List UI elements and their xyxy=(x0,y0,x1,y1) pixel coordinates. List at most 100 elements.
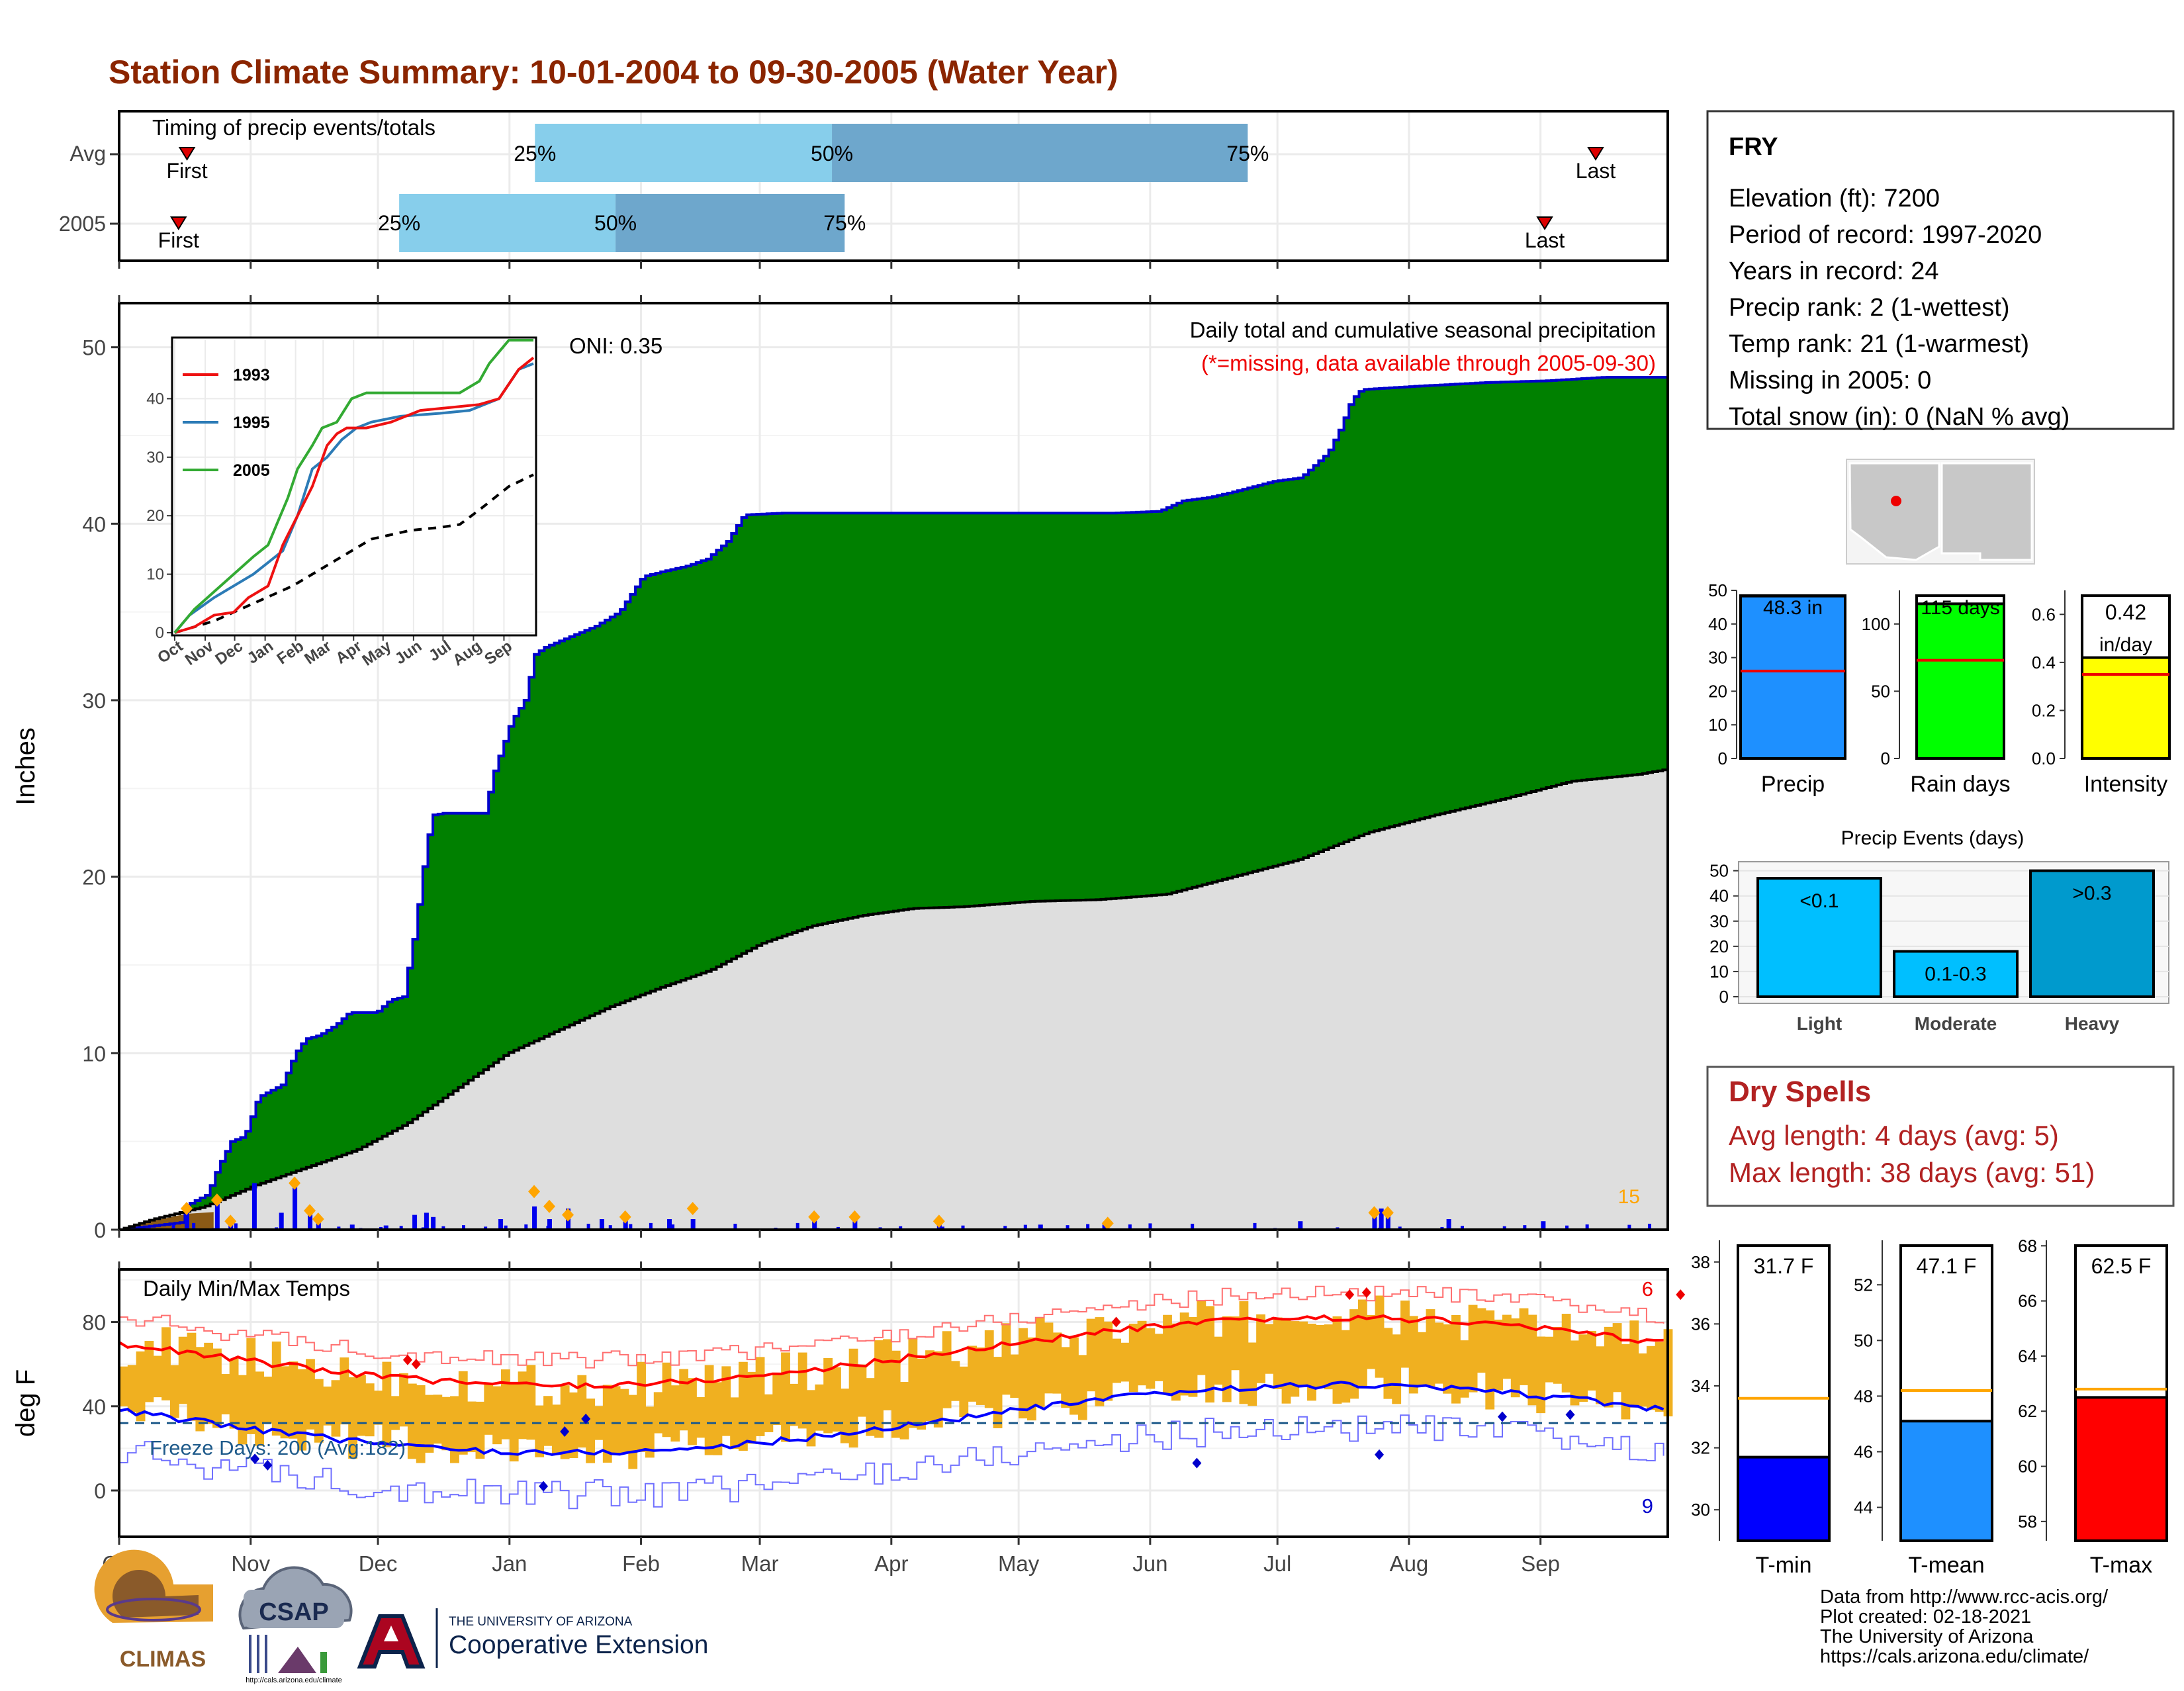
daily-precip-bar xyxy=(608,1225,612,1230)
daily-temp-range-bar xyxy=(1298,1321,1308,1387)
daily-temp-range-bar xyxy=(1366,1314,1376,1369)
daily-precip-bar xyxy=(1148,1223,1152,1230)
timing-p50-label: 50% xyxy=(811,142,853,165)
month-label: Feb xyxy=(622,1551,660,1576)
daily-temp-range-bar xyxy=(772,1373,782,1426)
daily-temp-range-bar xyxy=(500,1369,510,1440)
heavy-day-marker xyxy=(619,1210,631,1224)
footer-line: Data from http://www.rcc-acis.org/ xyxy=(1820,1586,2109,1608)
timing-last-marker xyxy=(1536,216,1553,230)
inset-y-tick-label: 20 xyxy=(146,507,164,525)
daily-temp-range-bar xyxy=(959,1366,969,1418)
month-label: Sep xyxy=(1521,1551,1560,1576)
daily-precip-bar xyxy=(234,1223,238,1230)
daily-temp-range-bar xyxy=(1392,1334,1402,1404)
temp-y-tick-label: 80 xyxy=(82,1311,106,1335)
daily-temp-range-bar xyxy=(874,1340,884,1438)
station-line: Period of record: 1997-2020 xyxy=(1729,221,2042,249)
daily-temp-range-bar xyxy=(1290,1321,1300,1397)
avg-max-temp-line xyxy=(118,1314,1664,1390)
daily-temp-range-bar xyxy=(416,1385,426,1463)
daily-temp-range-bar xyxy=(1171,1323,1181,1401)
daily-temp-range-bar xyxy=(509,1383,519,1462)
summary-bar-label: Precip xyxy=(1761,772,1825,797)
daily-precip-bar xyxy=(1191,1223,1195,1230)
daily-precip-bar xyxy=(629,1224,633,1230)
daily-temp-range-bar xyxy=(976,1347,985,1405)
daily-precip-bar xyxy=(691,1223,695,1230)
daily-temp-range-bar xyxy=(1256,1314,1265,1383)
temp-bar-y-tick-label: 58 xyxy=(2018,1512,2037,1531)
csap-rain xyxy=(249,1635,267,1673)
inset-y-tick-label: 0 xyxy=(156,624,164,642)
daily-temp-range-bar xyxy=(271,1341,281,1436)
daily-temp-range-bar xyxy=(1629,1320,1639,1408)
daily-temp-range-bar xyxy=(950,1361,960,1401)
daily-precip-bar xyxy=(462,1225,465,1230)
temp-bar-label: T-min xyxy=(1756,1553,1812,1578)
daily-precip-bar xyxy=(484,1226,488,1230)
daily-temp-range-bar xyxy=(789,1383,799,1426)
timing-panel-border xyxy=(118,110,1669,262)
daily-precip-bar xyxy=(251,1183,257,1230)
daily-temp-range-bar xyxy=(1400,1301,1410,1368)
daily-temp-range-bar xyxy=(1307,1323,1316,1401)
daily-temp-range-bar xyxy=(1612,1323,1622,1393)
events-y-tick-label: 50 xyxy=(1709,861,1729,881)
timing-bar-q1 xyxy=(399,194,616,252)
timing-last-label: Last xyxy=(1576,159,1616,183)
summary-bar-value-label: in/day xyxy=(2099,634,2152,656)
summary-y-tick-label: 50 xyxy=(1871,681,1890,701)
heavy-day-marker xyxy=(1368,1206,1381,1220)
daily-temp-range-bar xyxy=(340,1357,349,1425)
daily-precip-bar xyxy=(1253,1222,1257,1230)
temp-bar-y-tick-label: 30 xyxy=(1691,1500,1710,1520)
temp-bars: 30 32 34 36 38 31.7 F T-min 44 46 48 50 52 47.1 F T-m… xyxy=(1691,1236,2168,1578)
daily-precip-bar xyxy=(1128,1224,1132,1230)
daily-temp-range-bar xyxy=(645,1406,655,1458)
daily-temp-range-bar xyxy=(1358,1299,1367,1389)
daily-precip-bar xyxy=(424,1212,429,1230)
daily-temp-range-bar xyxy=(535,1405,545,1457)
daily-temp-range-bar xyxy=(1570,1340,1580,1406)
events-bar-label: 0.1-0.3 xyxy=(1925,963,1986,985)
daily-temp-range-bar xyxy=(1230,1316,1240,1371)
heavy-day-marker xyxy=(289,1176,301,1190)
summary-y-tick-label: 0.2 xyxy=(2032,700,2056,720)
month-label: Apr xyxy=(874,1551,908,1576)
record-high-marker xyxy=(1361,1287,1371,1298)
temp-bar-value-label: 31.7 F xyxy=(1754,1254,1814,1278)
daily-temp-range-bar xyxy=(1646,1346,1656,1410)
heavy-day-marker xyxy=(1381,1206,1394,1220)
record-low-marker xyxy=(539,1481,549,1492)
daily-precip-bar xyxy=(586,1223,590,1230)
daily-temp-range-bar xyxy=(255,1371,264,1446)
daily-temp-range-bar xyxy=(1001,1323,1011,1395)
timing-p25-label: 25% xyxy=(514,142,556,165)
normal-precip-line xyxy=(119,768,1669,1231)
summary-y-tick-label: 100 xyxy=(1862,614,1890,634)
csap-logo-text: CSAP xyxy=(259,1598,329,1626)
daily-temp-range-bar xyxy=(755,1357,765,1436)
precip-y-tick-label: 40 xyxy=(82,512,106,536)
daily-temp-range-bar xyxy=(662,1362,672,1438)
daily-precip-bar xyxy=(279,1212,284,1230)
temp-bar-label: T-mean xyxy=(1908,1553,1984,1578)
station-info-box: FRY Elevation (ft): 7200 Period of recor… xyxy=(1706,110,2175,431)
daily-temp-range-bar xyxy=(586,1398,596,1463)
daily-temp-range-bar xyxy=(832,1367,841,1432)
summary-bar-value-label: 0.42 xyxy=(2105,600,2146,624)
university-arizona-logo: THE UNIVERSITY OF ARIZONA Cooperative Ex… xyxy=(357,1608,708,1668)
dry-spells-box: Dry Spells Avg length: 4 days (avg: 5) M… xyxy=(1706,1066,2175,1207)
daily-temp-range-bar xyxy=(161,1327,171,1400)
daily-temp-range-bar xyxy=(119,1366,128,1406)
dry-spells-max: Max length: 38 days (avg: 51) xyxy=(1729,1157,2095,1188)
daily-temp-range-bar xyxy=(1561,1314,1571,1393)
summary-y-tick-label: 0.4 xyxy=(2032,653,2056,672)
timing-bar-q1 xyxy=(535,124,833,182)
summary-bar-value xyxy=(1915,602,2005,760)
record-low-marker xyxy=(250,1453,260,1465)
daily-precip-bar xyxy=(1003,1226,1007,1230)
daily-temp-range-bar xyxy=(933,1351,943,1428)
daily-temp-range-bar xyxy=(127,1365,137,1412)
